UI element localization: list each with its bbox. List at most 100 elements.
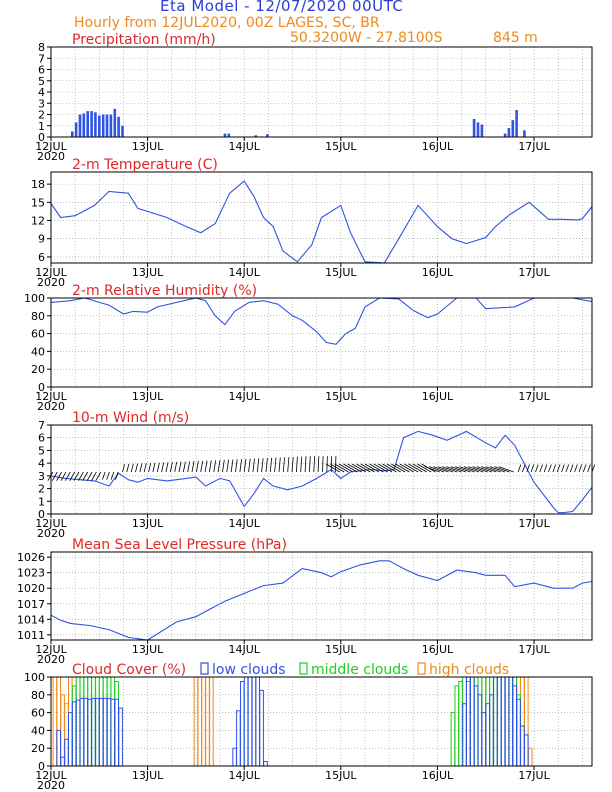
wind-barb (330, 456, 333, 473)
cloud-bar (493, 676, 498, 767)
wind-barb (115, 471, 119, 480)
wind-barb (169, 462, 173, 473)
legend-swatch (417, 662, 426, 675)
cloud-bar (512, 685, 518, 767)
wind-barb (110, 471, 115, 480)
cloud-bar (527, 747, 533, 767)
x-axis-year: 2020 (37, 276, 65, 289)
x-tick-label: 12JUL (35, 769, 67, 782)
wind-barb (386, 463, 401, 473)
location-coordinates: 50.3200W - 27.8100S (290, 30, 443, 46)
cloud-bar (512, 676, 518, 767)
wind-barb (347, 463, 362, 473)
wind-barb (364, 463, 380, 473)
x-tick-label: 13JUL (132, 517, 164, 530)
y-tick-label: 5 (38, 75, 45, 88)
wind-barb (126, 463, 130, 473)
wind-barb (317, 456, 320, 473)
cloud-bar (75, 676, 81, 767)
y-tick-label: 100 (24, 671, 45, 684)
precip-bar (90, 111, 93, 137)
cloud-bar (473, 676, 479, 767)
x-tick-label: 17JUL (518, 769, 550, 782)
cloud-bar (56, 676, 62, 767)
cloud-bar (255, 676, 260, 767)
precip-bar (227, 133, 231, 137)
wind-barb (243, 458, 247, 473)
wind-barb (152, 462, 156, 473)
cloud-bar (489, 676, 494, 767)
wind-barb (291, 456, 294, 473)
panel-frame (50, 551, 593, 641)
wind-barb (296, 456, 298, 473)
cloud-bar (95, 676, 100, 767)
wind-barb (360, 463, 375, 473)
x-tick-label: 17JUL (518, 643, 550, 656)
panel-1 (47, 46, 593, 141)
cloud-bar (83, 676, 89, 767)
panel-title: Precipitation (mm/h) (72, 32, 216, 48)
x-tick-label: 12JUL (35, 266, 67, 279)
wind-barb (408, 463, 423, 473)
wind-barb (248, 458, 251, 473)
wind-barb (535, 464, 539, 473)
wind-barb (156, 462, 160, 473)
cloud-bar (485, 676, 490, 767)
wind-barb (309, 456, 311, 473)
y-tick-label: 1023 (17, 567, 45, 580)
cloud-bar (485, 676, 490, 767)
precip-bar (254, 135, 258, 137)
wind-barb (377, 463, 393, 473)
wind-barb (86, 471, 93, 481)
wind-barb (565, 464, 570, 473)
x-axis-year: 2020 (37, 779, 65, 792)
x-tick-label: 13JUL (132, 266, 164, 279)
wind-barb (587, 464, 591, 473)
cloud-bar (458, 681, 463, 767)
chart-subtitle: Hourly from 12JUL2020, 00Z LAGES, SC, BR (74, 15, 380, 31)
wind-barb (494, 466, 510, 473)
cloud-bar (512, 676, 518, 767)
wind-barb (196, 460, 199, 473)
y-tick-label: 1017 (17, 598, 45, 611)
wind-barb (73, 471, 80, 481)
precip-bar (472, 119, 476, 137)
cloud-bar (68, 676, 73, 767)
y-tick-label: 4 (38, 86, 45, 99)
wind-barb (282, 457, 285, 473)
cloud-bar (64, 703, 69, 767)
wind-barb (343, 463, 358, 473)
cloud-bar (106, 697, 112, 767)
cloud-bar (240, 681, 245, 767)
wind-barb (578, 464, 583, 473)
cloud-bar (497, 676, 502, 767)
wind-barb (334, 463, 349, 473)
station-elevation: 845 m (493, 30, 538, 46)
precip-bar (223, 133, 227, 137)
cloud-bar (508, 676, 514, 767)
wind-barb (338, 463, 354, 473)
x-tick-label: 16JUL (422, 517, 454, 530)
y-tick-label: 18 (31, 178, 45, 191)
x-tick-label: 14JUL (229, 266, 261, 279)
cloud-bar (520, 725, 525, 767)
x-tick-label: 12JUL (35, 140, 67, 153)
wind-barb (556, 464, 561, 473)
y-tick-label: 5 (38, 444, 45, 457)
y-tick-label: 80 (31, 689, 45, 702)
wind-barb (404, 463, 419, 473)
wind-barb (417, 463, 432, 473)
wind-barb (530, 464, 535, 473)
cloud-bar (87, 698, 92, 767)
wind-barb (543, 464, 548, 473)
cloud-bar (75, 699, 81, 767)
wind-barb (95, 471, 102, 481)
cloud-bar (98, 676, 104, 767)
y-tick-label: 6 (38, 251, 45, 264)
cloud-bar (516, 676, 521, 767)
x-tick-label: 16JUL (422, 390, 454, 403)
wind-barb (548, 464, 552, 473)
cloud-bar (232, 747, 237, 767)
y-tick-label: 80 (31, 310, 45, 323)
